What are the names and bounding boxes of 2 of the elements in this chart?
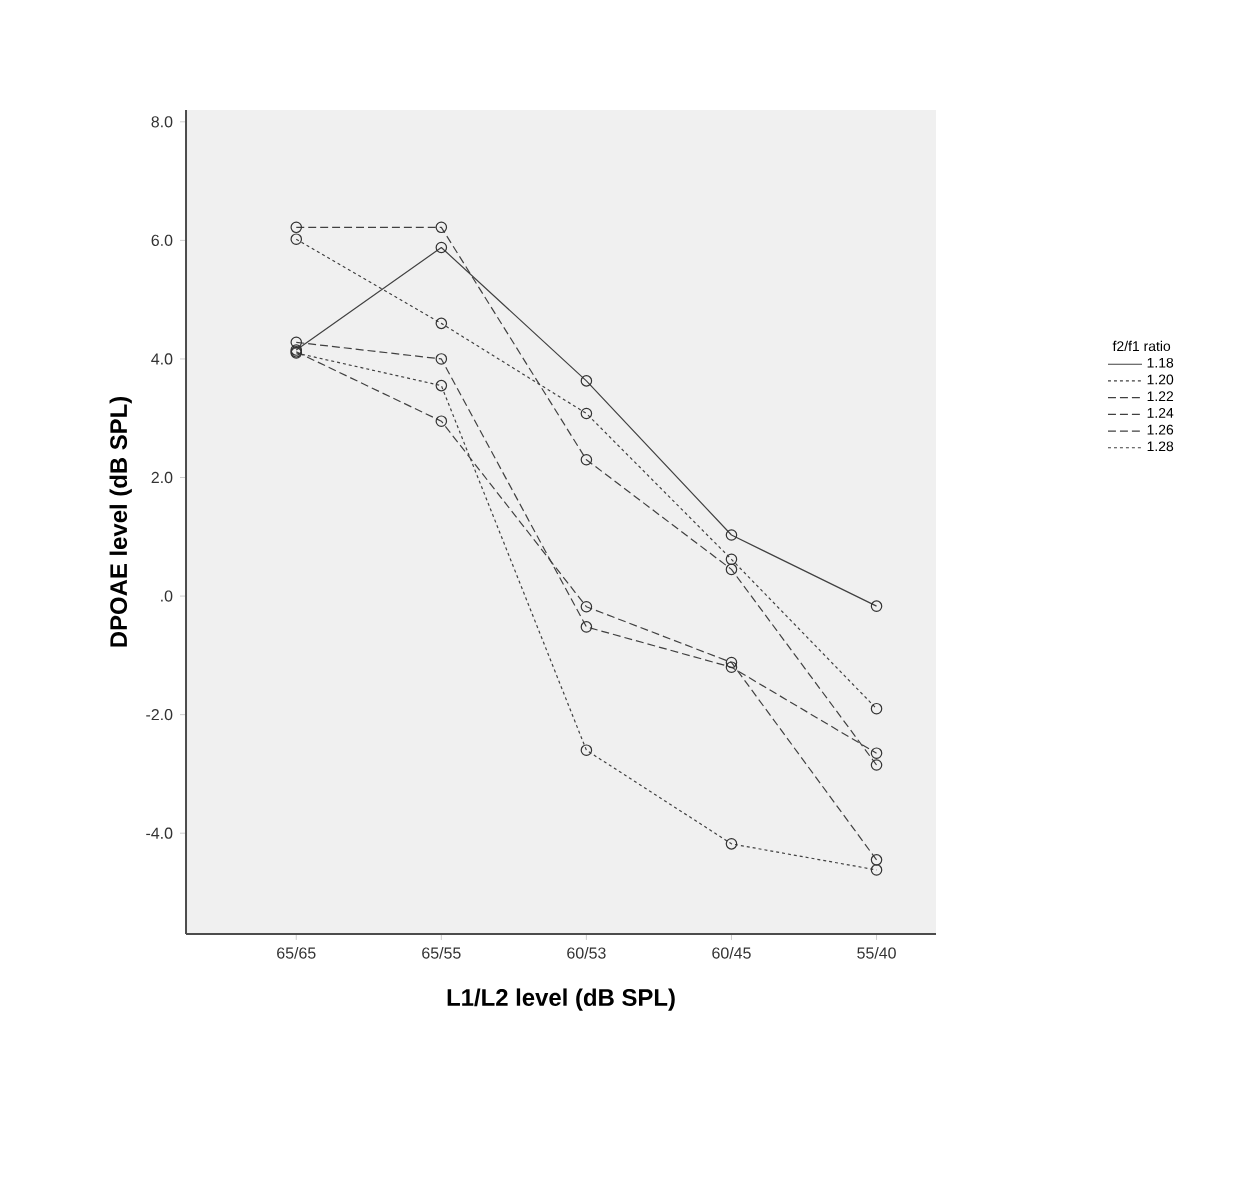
y-axis-title: DPOAE level (dB SPL) (109, 396, 132, 647)
x-axis-title: L1/L2 level (dB SPL) (447, 988, 675, 1011)
